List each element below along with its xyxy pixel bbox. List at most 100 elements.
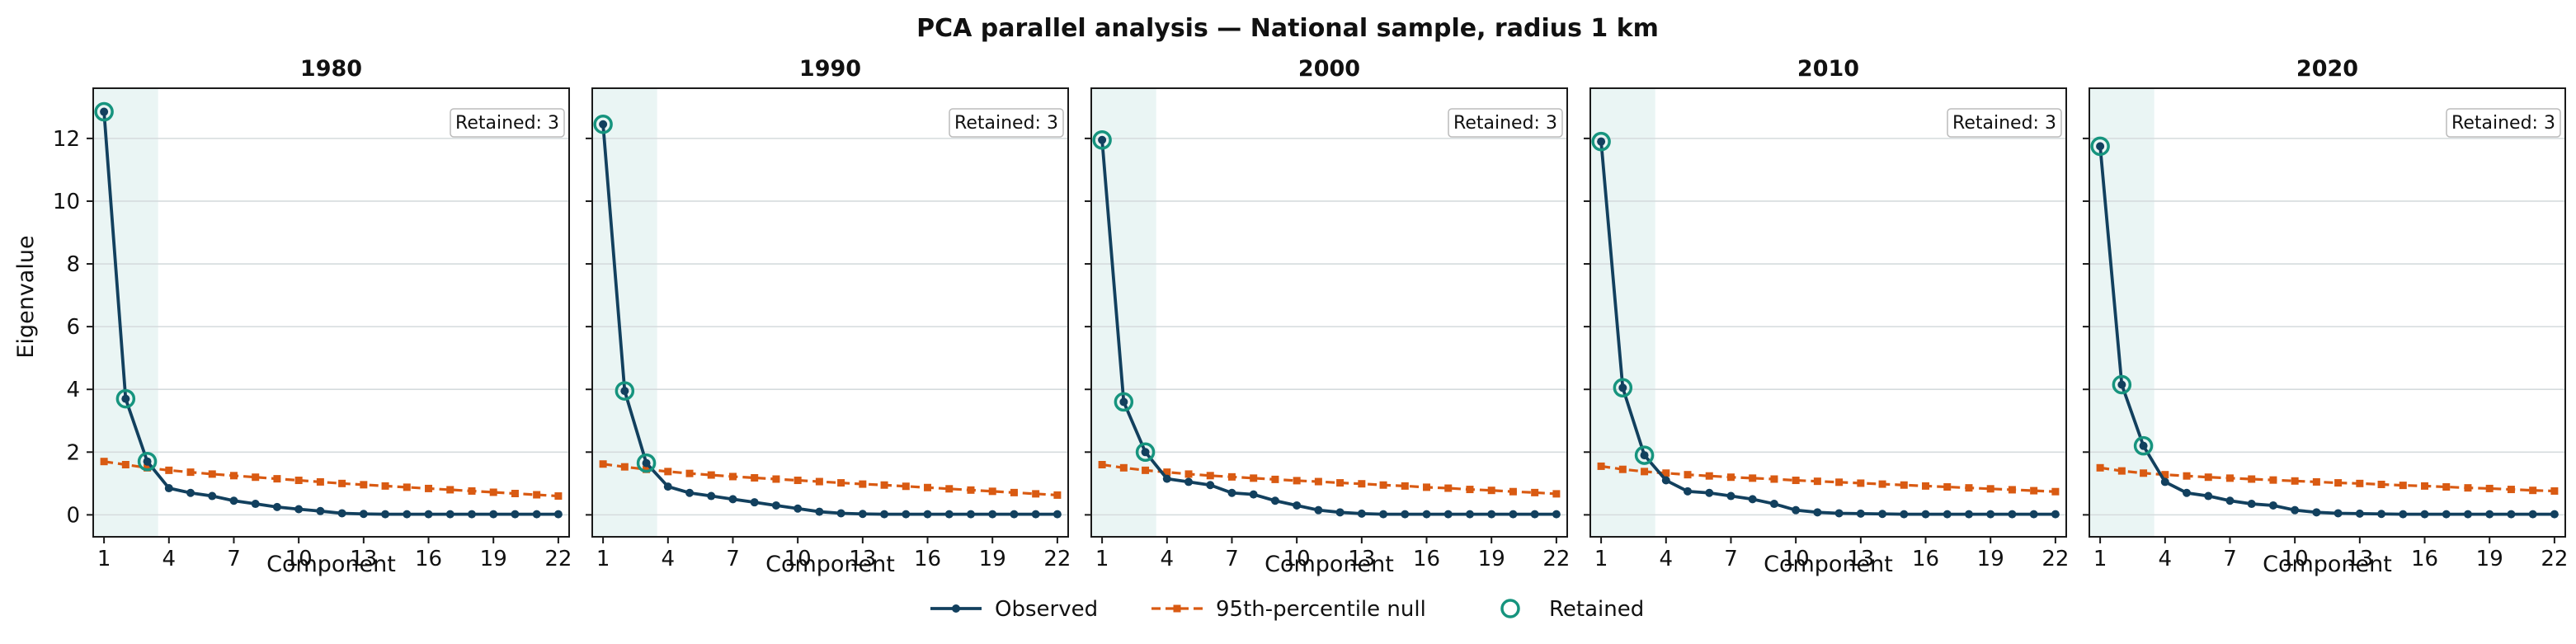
observed-point <box>599 120 608 129</box>
null-point <box>1293 477 1301 485</box>
observed-point <box>1206 481 1215 490</box>
observed-point <box>2096 142 2105 151</box>
null-point <box>2529 487 2537 495</box>
null-point <box>208 470 216 478</box>
null-series-line <box>103 460 558 498</box>
null-point <box>1098 461 1106 469</box>
null-point <box>468 487 476 495</box>
x-tick-label: 13 <box>1348 547 1375 571</box>
observed-point <box>2399 510 2408 519</box>
observed-point <box>1684 487 1693 496</box>
observed-point <box>1986 510 1995 519</box>
observed-point <box>2183 488 2192 497</box>
null-point <box>1379 481 1387 489</box>
observed-point <box>2507 510 2516 519</box>
null-point <box>837 479 845 487</box>
observed-series-line <box>102 111 558 516</box>
observed-point <box>1184 477 1194 487</box>
observed-series-line <box>2098 146 2555 516</box>
observed-point <box>403 510 412 519</box>
retained-marker <box>593 114 613 134</box>
x-tick-label: 19 <box>1478 547 1505 571</box>
null-point <box>1358 480 1366 488</box>
observed-point <box>1422 510 1431 519</box>
panel-title: 2000 <box>1298 56 1360 82</box>
observed-point <box>1748 495 1757 504</box>
null-point <box>1271 475 1279 483</box>
retained-marker <box>115 388 136 409</box>
observed-point <box>553 510 563 519</box>
panel-frame <box>1090 87 1568 538</box>
observed-point <box>2485 510 2494 519</box>
null-point <box>859 480 867 488</box>
legend-observed-label: Observed <box>995 597 1098 622</box>
observed-point <box>1640 451 1649 460</box>
x-tick-label: 16 <box>914 547 941 571</box>
observed-point <box>2312 508 2321 517</box>
null-point <box>121 461 130 469</box>
null-point <box>2225 474 2234 482</box>
panel-title: 2010 <box>1797 56 1859 82</box>
null-point <box>316 477 324 486</box>
annotation-text: Retained: 3 <box>2451 113 2555 134</box>
retained-marker <box>1092 130 1112 150</box>
null-point <box>1163 468 1171 477</box>
null-point <box>165 466 173 474</box>
null-point <box>1922 482 1930 490</box>
x-tick-label: 19 <box>2476 547 2503 571</box>
observed-point <box>143 457 152 466</box>
retained-marker <box>1135 442 1156 463</box>
x-tick-label: 19 <box>1977 547 2004 571</box>
null-point <box>2269 476 2277 484</box>
observed-point <box>620 387 629 396</box>
observed-point <box>424 510 433 519</box>
observed-point <box>532 510 541 519</box>
observed-point <box>923 510 932 519</box>
observed-point <box>1792 505 1801 515</box>
null-point <box>1487 487 1495 495</box>
observed-point <box>858 510 867 519</box>
null-point <box>2550 487 2559 495</box>
observed-point <box>2117 380 2126 389</box>
x-tick-label: 7 <box>227 547 241 571</box>
null-point <box>338 479 346 487</box>
panel-title: 1980 <box>300 56 362 82</box>
null-point <box>664 468 672 476</box>
y-tick-label: 0 <box>66 503 80 528</box>
x-tick-label: 10 <box>285 547 313 571</box>
observed-point <box>836 509 845 518</box>
null-point <box>988 487 996 496</box>
x-axis-label: Component <box>266 552 396 577</box>
x-tick-label: 4 <box>1161 547 1175 571</box>
null-point <box>1943 483 1952 491</box>
observed-point <box>2420 510 2429 519</box>
null-point <box>2442 483 2451 491</box>
observed-point <box>164 484 173 493</box>
annotation-text: Retained: 3 <box>1952 113 2056 134</box>
null-point <box>1010 488 1018 496</box>
y-tick-label: 12 <box>53 127 80 152</box>
x-tick-label: 1 <box>1095 547 1109 571</box>
null-point <box>2421 482 2429 490</box>
observed-point <box>1053 510 1062 519</box>
observed-point <box>1401 510 1410 519</box>
null-series-line <box>602 463 1057 497</box>
retained-marker <box>615 381 635 401</box>
observed-point <box>2268 501 2277 510</box>
annotation-box <box>450 108 565 138</box>
y-tick-label: 2 <box>66 440 80 465</box>
null-point <box>360 481 368 489</box>
observed-point <box>1943 510 1952 519</box>
chart-legend: Observed 95th-percentile null Retained <box>930 597 1644 622</box>
null-point <box>2030 487 2038 495</box>
observed-point <box>1509 510 1518 519</box>
null-point <box>685 469 694 477</box>
null-point <box>1618 465 1627 473</box>
null-point <box>2161 471 2169 479</box>
x-tick-label: 7 <box>2223 547 2237 571</box>
observed-point <box>1597 137 1606 146</box>
null-point <box>1770 475 1778 483</box>
observed-point <box>2550 510 2559 519</box>
x-tick-label: 16 <box>1413 547 1440 571</box>
